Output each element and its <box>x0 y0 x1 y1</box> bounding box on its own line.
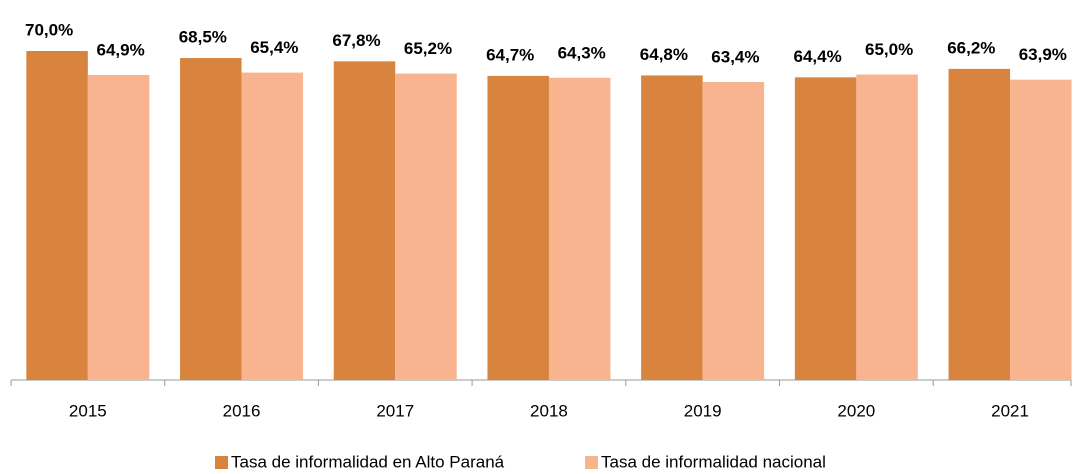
bar <box>241 72 304 381</box>
legend-swatch <box>585 456 598 469</box>
x-tick-label: 2016 <box>223 401 261 420</box>
bar <box>794 77 857 380</box>
bar <box>180 58 242 381</box>
x-tick-label: 2017 <box>376 401 414 420</box>
data-label: 67,8% <box>332 31 380 50</box>
bar <box>333 61 396 381</box>
bar <box>26 51 88 380</box>
data-label: 64,7% <box>486 45 534 64</box>
data-label: 64,4% <box>793 47 841 66</box>
x-tick-label: 2015 <box>69 401 107 420</box>
bar <box>702 82 765 381</box>
legend-label: Tasa de informalidad en Alto Paraná <box>231 452 505 471</box>
data-label: 63,9% <box>1019 45 1067 64</box>
bar <box>487 75 549 380</box>
data-label: 65,4% <box>250 38 298 57</box>
data-label: 70,0% <box>25 20 73 39</box>
x-tick-label: 2021 <box>991 401 1029 420</box>
x-tick-label: 2018 <box>530 401 568 420</box>
legend-label: Tasa de informalidad nacional <box>601 452 826 471</box>
data-label: 65,2% <box>404 39 452 58</box>
legend-swatch <box>215 456 228 469</box>
bar <box>87 74 150 380</box>
data-label: 66,2% <box>947 38 995 57</box>
bar <box>641 75 703 380</box>
x-tick-label: 2020 <box>837 401 875 420</box>
data-label: 64,9% <box>96 40 144 59</box>
bar <box>395 73 457 380</box>
bar <box>856 74 918 380</box>
bar <box>1010 79 1072 381</box>
bar <box>948 68 1011 381</box>
data-label: 64,3% <box>558 43 606 62</box>
x-tick-label: 2019 <box>684 401 722 420</box>
data-label: 65,0% <box>865 40 913 59</box>
data-label: 64,8% <box>640 45 688 64</box>
bar <box>548 77 611 380</box>
data-label: 63,4% <box>711 48 759 67</box>
data-label: 68,5% <box>179 28 227 47</box>
